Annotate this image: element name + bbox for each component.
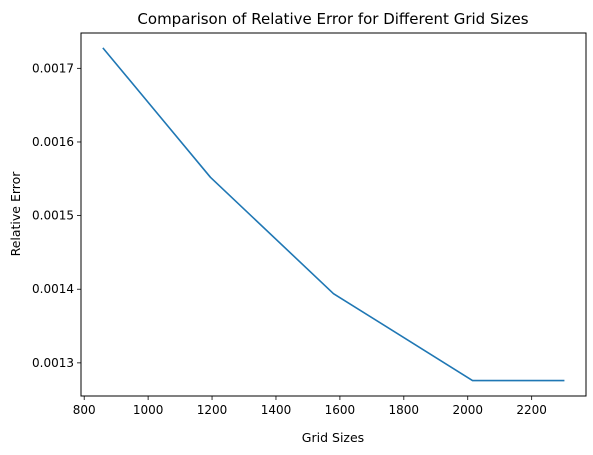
plot-frame	[80, 32, 587, 397]
chart-title: Comparison of Relative Error for Differe…	[137, 10, 528, 28]
y-tick-label: 0.0017	[32, 61, 74, 75]
y-axis: 0.0013 0.0014 0.0015 0.0016 0.0017	[32, 61, 81, 370]
series-line-0	[102, 47, 565, 382]
y-axis-label: Relative Error	[8, 171, 23, 257]
x-axis-label: Grid Sizes	[302, 430, 364, 445]
x-tick-label: 800	[73, 403, 96, 417]
x-tick-label: 1200	[197, 403, 228, 417]
plot-area	[102, 47, 565, 382]
y-tick-label: 0.0015	[32, 209, 74, 223]
x-tick-label: 2200	[516, 403, 547, 417]
x-tick-label: 2000	[452, 403, 483, 417]
x-tick-label: 1800	[389, 403, 420, 417]
x-tick-label: 1000	[133, 403, 164, 417]
y-tick-label: 0.0013	[32, 356, 74, 370]
x-axis: 800 1000 1200 1400 1600 1800 2000 2200	[73, 396, 547, 417]
x-tick-label: 1400	[261, 403, 292, 417]
y-tick-label: 0.0016	[32, 135, 74, 149]
y-tick-label: 0.0014	[32, 282, 74, 296]
x-tick-label: 1600	[325, 403, 356, 417]
